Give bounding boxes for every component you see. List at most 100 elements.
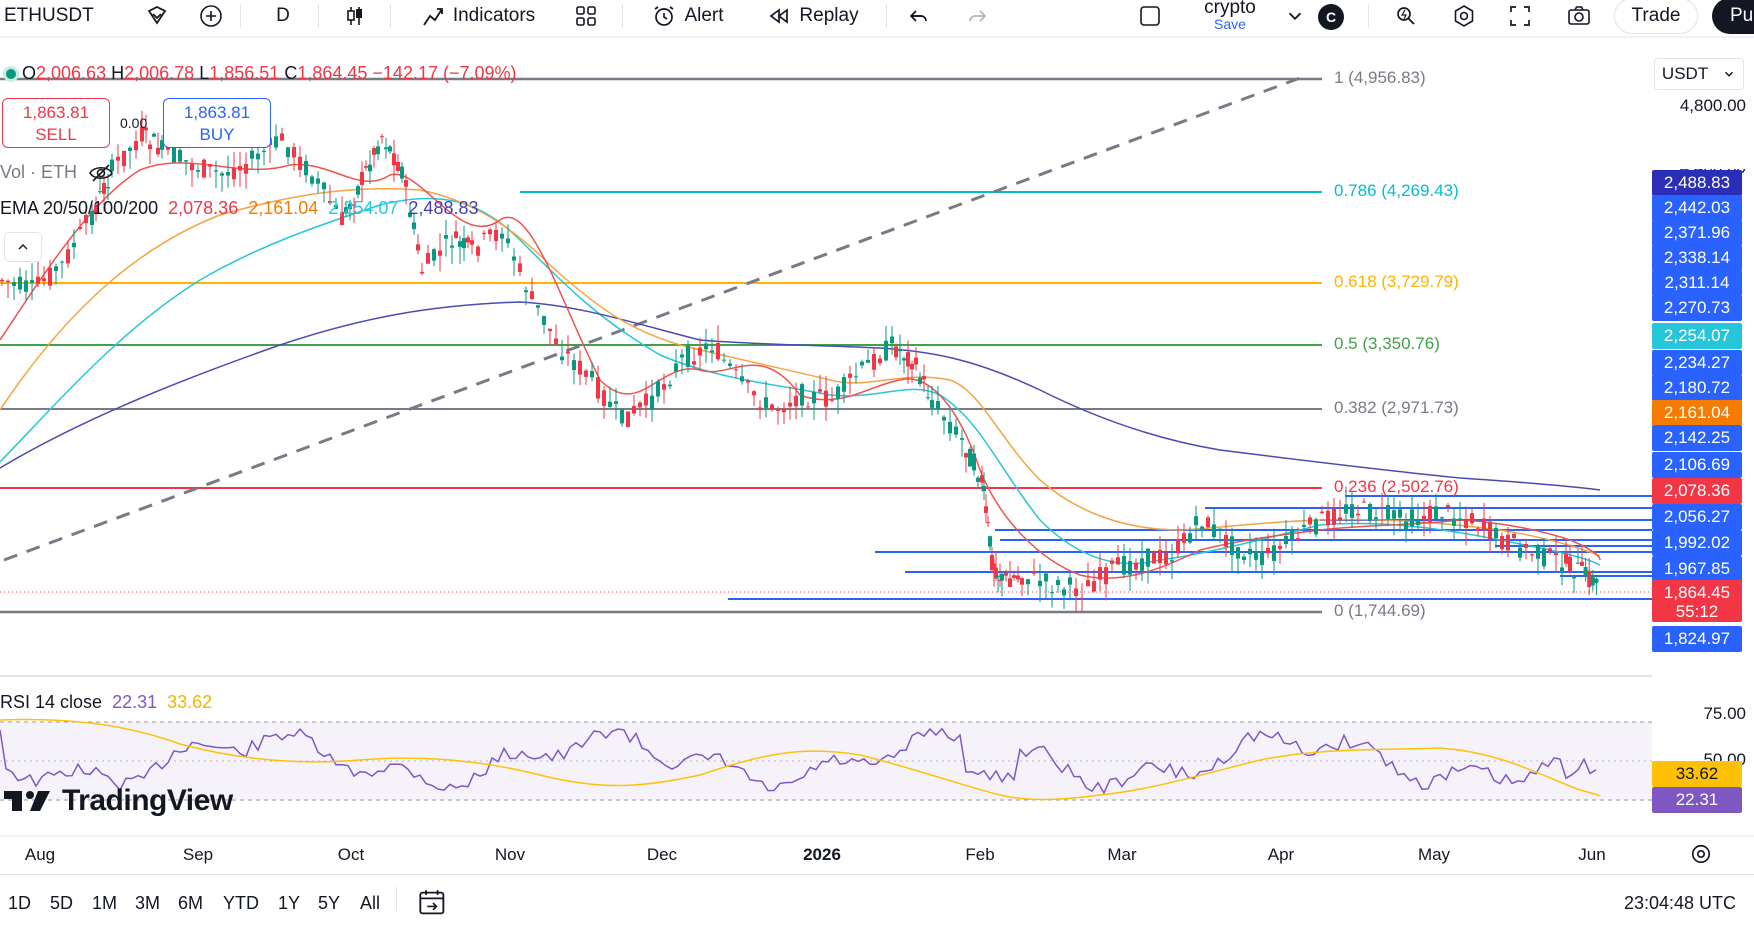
- avatar[interactable]: C: [1318, 4, 1344, 30]
- redo-icon[interactable]: [962, 0, 992, 32]
- candle-body: [102, 182, 106, 194]
- ema-100-line[interactable]: [0, 197, 1601, 566]
- price-tag: 2,142.25: [1652, 425, 1742, 451]
- trend-line[interactable]: [3, 76, 1301, 562]
- candle-body: [1392, 510, 1396, 519]
- indicators-button[interactable]: Indicators: [410, 0, 546, 32]
- publish-button[interactable]: Pu: [1712, 0, 1754, 34]
- candle-body: [794, 395, 798, 407]
- trade-button[interactable]: Trade: [1614, 0, 1698, 34]
- candle-body: [1482, 518, 1486, 531]
- candle-body: [1044, 573, 1048, 582]
- horizontal-rays[interactable]: [728, 495, 1652, 600]
- tradingview-logo[interactable]: TradingView: [4, 784, 233, 818]
- chevron-down-icon[interactable]: [1284, 0, 1306, 32]
- time-axis-label: Nov: [494, 845, 526, 864]
- currency-select[interactable]: USDT: [1654, 58, 1744, 90]
- range-button-all[interactable]: All: [360, 893, 381, 913]
- ema-200-line[interactable]: [0, 301, 1601, 491]
- ema-50-line[interactable]: [0, 188, 1601, 557]
- toolbar-divider: [318, 4, 319, 28]
- candle-body: [704, 343, 708, 350]
- quick-search-icon[interactable]: [1390, 0, 1422, 32]
- camera-snapshot-icon[interactable]: [1562, 0, 1596, 32]
- candle-body: [824, 390, 828, 407]
- candle-body: [722, 359, 726, 361]
- candle-body: [1062, 589, 1066, 596]
- interval-button[interactable]: D: [276, 5, 290, 26]
- candle-body: [976, 477, 980, 482]
- compare-symbol-icon[interactable]: [196, 0, 226, 32]
- candle-body: [1254, 551, 1258, 560]
- volume-legend[interactable]: Vol · ETH: [0, 162, 114, 183]
- candle-body: [872, 354, 876, 370]
- candle-body: [542, 316, 546, 325]
- candles-chart-type-icon[interactable]: [340, 0, 370, 32]
- add-to-watchlist-icon[interactable]: [142, 0, 172, 32]
- candle-body: [560, 356, 564, 361]
- rsi-line[interactable]: [0, 727, 1597, 795]
- candle-body: [668, 384, 672, 387]
- range-button-ytd[interactable]: YTD: [223, 893, 259, 913]
- candle-body: [98, 191, 102, 193]
- candle-body: [524, 290, 528, 293]
- candle-body: [110, 159, 114, 172]
- layout-select-icon[interactable]: [1134, 0, 1166, 32]
- rsi-ma-line[interactable]: [0, 718, 1601, 801]
- undo-icon[interactable]: [904, 0, 934, 32]
- low-value: 1,856.51: [209, 63, 280, 83]
- candle-body: [426, 253, 430, 264]
- rsi-tag: 33.62: [1652, 761, 1742, 787]
- range-button-3m[interactable]: 3M: [135, 893, 161, 913]
- candle-body: [184, 160, 188, 162]
- sell-button[interactable]: 1,863.81 SELL: [2, 98, 110, 148]
- rsi-legend[interactable]: RSI 14 close 22.31 33.62: [0, 692, 212, 713]
- candle-body: [1416, 519, 1420, 525]
- range-button-5y[interactable]: 5Y: [318, 893, 341, 913]
- fullscreen-icon[interactable]: [1504, 0, 1536, 32]
- candle-body: [602, 390, 606, 406]
- indicator-templates-icon[interactable]: [570, 0, 602, 32]
- candle-body: [942, 416, 946, 421]
- ema-legend[interactable]: EMA 20/50/100/200 2,078.36 2,161.04 2,25…: [0, 198, 479, 219]
- replay-button[interactable]: Replay: [760, 0, 866, 32]
- settings-gear-icon[interactable]: [1448, 0, 1480, 32]
- candle-body: [898, 349, 902, 352]
- candle-body: [144, 127, 148, 131]
- volume-label: Vol · ETH: [0, 162, 78, 182]
- time-axis-label: Sep: [182, 845, 214, 864]
- range-button-1m[interactable]: 1M: [92, 893, 118, 913]
- candle-body: [836, 386, 840, 400]
- layout-name-button[interactable]: crypto Save: [1190, 0, 1270, 32]
- utc-clock[interactable]: 23:04:48 UTC: [1623, 893, 1736, 913]
- candle-body: [890, 336, 894, 344]
- collapse-legend-button[interactable]: [4, 232, 42, 262]
- candle-body: [632, 405, 636, 414]
- eye-hidden-icon[interactable]: [88, 163, 114, 183]
- candle-body: [818, 389, 822, 392]
- settings-icon[interactable]: [1690, 843, 1712, 870]
- symbol-search[interactable]: ETHUSDT: [4, 5, 94, 26]
- range-button-5d[interactable]: 5D: [50, 893, 74, 913]
- candle-body: [368, 164, 372, 172]
- candle-body: [960, 438, 964, 440]
- candle-body: [134, 141, 138, 151]
- high-label: H: [111, 63, 125, 83]
- range-button-6m[interactable]: 6M: [178, 893, 204, 913]
- candle-body: [614, 401, 618, 404]
- candle-body: [1410, 509, 1414, 527]
- candle-body: [1080, 597, 1084, 599]
- range-button-1d[interactable]: 1D: [8, 893, 32, 913]
- fib-retracement[interactable]: [0, 77, 1322, 614]
- range-button-1y[interactable]: 1Y: [278, 893, 301, 913]
- candlestick-series[interactable]: [0, 110, 1599, 613]
- price-axis[interactable]: 4,800.00 4,400.00 2,488.83 2,442.03 2,371.…: [1652, 40, 1754, 870]
- candle-body: [48, 267, 52, 286]
- alert-button[interactable]: Alert: [640, 0, 736, 32]
- go-to-date-icon[interactable]: [418, 889, 448, 922]
- ema-20-line[interactable]: [0, 162, 1601, 579]
- buy-button[interactable]: 1,863.81 BUY: [163, 98, 271, 148]
- candle-body: [626, 411, 630, 427]
- candle-body: [1000, 573, 1004, 581]
